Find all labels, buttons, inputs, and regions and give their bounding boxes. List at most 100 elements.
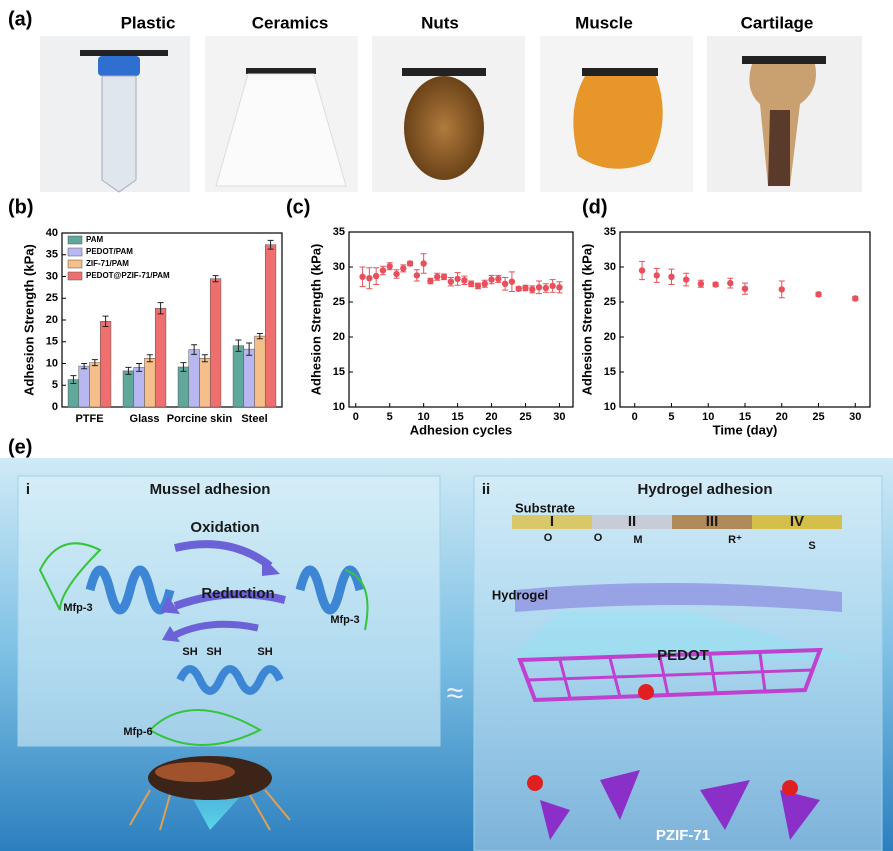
point xyxy=(474,282,482,290)
point xyxy=(501,280,509,287)
point xyxy=(481,280,488,287)
diagram-label: Mfp-3 xyxy=(330,614,359,626)
point xyxy=(712,281,719,288)
error-bar xyxy=(267,239,274,250)
inset-panel xyxy=(17,475,441,747)
error-bar xyxy=(91,359,98,367)
x-tick-label: 20 xyxy=(485,411,497,423)
y-tick-label: 20 xyxy=(604,331,616,343)
diagram-label: SH xyxy=(206,646,221,658)
x-tick-label: Glass xyxy=(130,413,160,425)
diagram-label: R⁺ xyxy=(728,534,742,546)
x-tick-label: 10 xyxy=(702,411,714,423)
point xyxy=(406,260,414,267)
point xyxy=(556,284,563,291)
error-bar xyxy=(180,362,187,372)
site-label: II xyxy=(628,513,636,530)
point xyxy=(682,276,690,283)
diagram-label: Substrate xyxy=(515,500,575,515)
site-label: III xyxy=(706,513,719,530)
x-tick-label: 25 xyxy=(812,411,824,423)
y-tick-label: 25 xyxy=(46,292,58,304)
bar xyxy=(232,345,245,408)
y-tick-label: 35 xyxy=(46,249,58,261)
bar xyxy=(199,358,211,408)
point xyxy=(400,265,407,272)
point xyxy=(668,273,675,280)
point xyxy=(372,272,380,280)
point xyxy=(778,286,785,293)
y-tick-label: 25 xyxy=(604,296,616,308)
error-bar xyxy=(157,302,164,315)
diagram-label: O xyxy=(594,532,603,544)
point xyxy=(440,273,448,280)
error-bar xyxy=(70,375,77,385)
point xyxy=(434,273,441,280)
point xyxy=(393,270,400,278)
photo-label: Muscle xyxy=(575,13,633,32)
diagram-label: O xyxy=(544,532,553,544)
diagram-tag: ii xyxy=(482,481,490,498)
y-tick-label: 15 xyxy=(604,366,616,378)
diagram-title: Hydrogel adhesion xyxy=(637,481,772,498)
approx-sign: ≈ xyxy=(447,677,463,710)
point xyxy=(529,286,536,293)
y-tick-label: 15 xyxy=(333,366,345,378)
y-axis-label: Adhesion Strength (kPa) xyxy=(21,244,36,396)
x-tick-label: 30 xyxy=(849,411,861,423)
error-bar xyxy=(212,275,219,283)
y-axis-label: Adhesion Strength (kPa) xyxy=(308,244,323,396)
error-bar xyxy=(235,339,242,352)
panel-label: (c) xyxy=(286,196,310,218)
diagram-label: Mfp-3 xyxy=(63,602,92,614)
x-tick-label: 5 xyxy=(387,411,393,423)
y-tick-label: 25 xyxy=(333,296,345,308)
point xyxy=(495,275,502,283)
site-label: IV xyxy=(790,513,804,530)
y-tick-label: 0 xyxy=(52,401,58,413)
point xyxy=(535,284,543,291)
bar xyxy=(188,349,200,408)
panel-label: (a) xyxy=(8,8,32,30)
photo-label: Plastic xyxy=(121,13,176,32)
error-bar xyxy=(191,344,198,355)
y-tick-label: 30 xyxy=(46,270,58,282)
y-tick-label: 15 xyxy=(46,336,58,348)
point xyxy=(638,267,646,274)
bar xyxy=(99,321,112,408)
bar xyxy=(78,365,90,408)
error-bar xyxy=(102,315,109,328)
legend-label: PEDOT/PAM xyxy=(86,247,133,256)
legend-swatch xyxy=(67,271,83,281)
error-bar xyxy=(201,354,208,363)
bar xyxy=(133,367,145,408)
point xyxy=(366,275,373,282)
legend-label: ZIF-71/PAM xyxy=(86,259,129,268)
point xyxy=(522,284,529,292)
x-tick-label: 15 xyxy=(739,411,751,423)
point xyxy=(653,272,660,279)
x-tick-label: Porcine skin xyxy=(167,413,233,425)
point xyxy=(741,285,749,292)
photo-label: Nuts xyxy=(421,13,459,32)
y-tick-label: 40 xyxy=(46,227,58,239)
y-axis-label: Adhesion Strength (kPa) xyxy=(579,244,594,396)
point xyxy=(379,267,387,274)
point xyxy=(467,280,475,287)
point xyxy=(447,278,455,285)
y-tick-label: 5 xyxy=(52,379,58,391)
y-tick-label: 35 xyxy=(604,226,616,238)
bar xyxy=(264,244,277,408)
bar xyxy=(177,366,190,408)
y-tick-label: 30 xyxy=(333,261,345,273)
x-tick-label: 0 xyxy=(353,411,359,423)
y-tick-label: 20 xyxy=(333,331,345,343)
diagram xyxy=(0,458,893,851)
x-axis-label: Time (day) xyxy=(713,422,778,437)
point xyxy=(727,279,734,287)
y-tick-label: 35 xyxy=(333,226,345,238)
photo-label: Cartilage xyxy=(741,13,814,32)
legend-swatch xyxy=(67,247,83,257)
y-tick-label: 10 xyxy=(333,401,345,413)
